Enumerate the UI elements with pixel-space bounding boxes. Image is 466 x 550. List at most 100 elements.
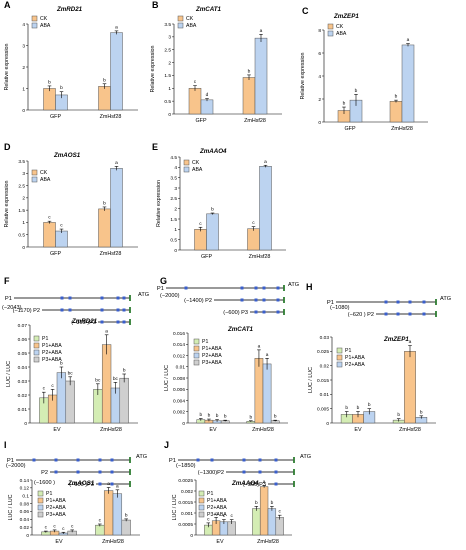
y-tick-label: 0.01 (320, 392, 330, 398)
y-tick-label: 0.5 (18, 233, 25, 239)
hse-motif (116, 320, 120, 324)
y-tick-label: 2 (168, 60, 171, 66)
promoter-diagram-j: P1 (−1300)P2 (−300)P3 ATG (−1850) (169, 454, 311, 488)
legend-swatch (177, 15, 184, 22)
y-axis-label: Relative expression (300, 52, 306, 99)
y-tick-label: 0.1 (22, 494, 29, 500)
y-tick-label: 1 (174, 227, 177, 233)
promoter-diagram-g: P1 (−1400) P2 (−600) P3 ATG (−2000) (157, 282, 299, 316)
legend-label: P1 (202, 339, 208, 345)
promoter-label: (−300)P3 (243, 482, 266, 488)
y-tick-label: 0.02 (320, 363, 330, 369)
y-tick-label: 0.14 (20, 478, 30, 484)
chart-title: ZmAOS1 (67, 480, 95, 487)
promoter-label: P1 (5, 296, 12, 302)
y-tick-label: 0 (26, 533, 29, 539)
significance-letter: b (255, 500, 258, 506)
y-tick-label: 0.05 (18, 351, 28, 357)
significance-letter: b (216, 413, 219, 419)
hse-motif (60, 296, 64, 300)
significance-letter: a (107, 482, 110, 487)
significance-letter: b (368, 402, 371, 408)
y-tick-label: 4.5 (170, 155, 177, 161)
hse-motif (68, 296, 72, 300)
bar (121, 519, 131, 536)
y-axis-label: LUC / LUC (172, 494, 178, 520)
y-tick-label: 0 (168, 112, 171, 118)
panel-d: D ZmAOS1 0 0.5 1 1.5 2 2.5 3 3.5 Relative expressi… (4, 142, 138, 257)
hse-motif (98, 470, 102, 474)
significance-letter: b (357, 405, 360, 411)
x-tick-label: ZmHsf28 (252, 427, 274, 433)
significance-letter: c (223, 514, 226, 519)
hse-motif (210, 458, 214, 462)
panel-c: C ZmZEP1 0 2 4 6 8 Relative expression GFP b b ZmHs… (300, 6, 428, 132)
panel-h: H ZmZEP1 0 0.005 0.01 0.015 0.02 0.025 0.03 LUC /… (306, 282, 436, 433)
hse-motif (116, 296, 120, 300)
bar (206, 213, 219, 251)
legend-label: P1+ABA (202, 346, 222, 352)
x-tick-label: GFP (50, 251, 61, 257)
y-axis-label: Relative expression (150, 45, 156, 92)
legend-label: ABA (186, 23, 197, 29)
atg-label: ATG (300, 454, 311, 460)
legend-swatch (336, 347, 343, 354)
hse-motif (100, 296, 104, 300)
hse-motif (408, 300, 412, 304)
chart-title: ZmAAO4 (199, 148, 227, 155)
y-tick-label: 0.004 (173, 398, 185, 404)
legend-swatch (183, 159, 190, 166)
legend-swatch (37, 511, 44, 518)
panel-f: F ZmRD21 0 0.01 0.02 0.03 0.04 0.05 0.06 0.07 LUC … (4, 276, 138, 433)
y-tick-label: 4 (22, 22, 25, 28)
legend-label: P1 (42, 336, 48, 342)
bar (259, 166, 272, 251)
y-tick-label: 0 (22, 108, 25, 114)
significance-letter: b (271, 500, 274, 506)
promoter-diagram-i: P1 P2 (−600 )P3 ATG (−2000) (−1600 ) (6, 454, 147, 488)
x-tick-label: EV (354, 427, 362, 433)
y-tick-label: 2.5 (170, 196, 177, 202)
y-tick-label: 8 (318, 28, 321, 34)
significance-letter: c (60, 224, 63, 229)
significance-letter: a (115, 161, 118, 166)
x-tick-label: ZmHsf28 (249, 254, 271, 260)
significance-letter: b (199, 412, 202, 418)
significance-letter: a (407, 38, 410, 43)
promoter-label: P1 (157, 286, 164, 292)
hse-motif (54, 458, 58, 462)
panel-letter: C (302, 6, 309, 16)
chart-title: ZmZEP1 (383, 336, 409, 343)
legend-label: P2+ABA (46, 505, 66, 511)
hse-motif (76, 470, 80, 474)
legend-label: ABA (40, 23, 51, 29)
y-tick-label: 0.12 (20, 486, 30, 492)
hse-motif (110, 482, 114, 486)
significance-letter: b (248, 68, 251, 74)
hse-motif (276, 310, 280, 314)
significance-letter: c (252, 221, 255, 226)
significance-letter: bc (113, 376, 119, 382)
hse-motif (254, 298, 258, 302)
bar (252, 508, 261, 536)
significance-letter: b (125, 512, 128, 518)
bar (200, 99, 214, 115)
legend-swatch (336, 354, 343, 361)
significance-letter: c (215, 512, 218, 517)
y-tick-label: 0.006 (173, 387, 185, 393)
y-tick-label: 0.03 (320, 335, 330, 341)
bar (267, 508, 277, 536)
panel-letter: H (306, 282, 313, 292)
legend-label: P1 (345, 348, 351, 354)
atg-label: ATG (138, 292, 149, 298)
bar (401, 44, 415, 123)
significance-letter: b (355, 88, 358, 94)
hse-motif (98, 458, 102, 462)
significance-letter: b (103, 200, 106, 206)
significance-letter: a (266, 353, 269, 358)
y-tick-label: 2 (174, 206, 177, 212)
legend-swatch (31, 15, 38, 22)
promoter-position-label: (−2000) (160, 293, 180, 299)
significance-letter: b (420, 409, 423, 415)
chart-title: ZmAOS1 (53, 152, 81, 159)
